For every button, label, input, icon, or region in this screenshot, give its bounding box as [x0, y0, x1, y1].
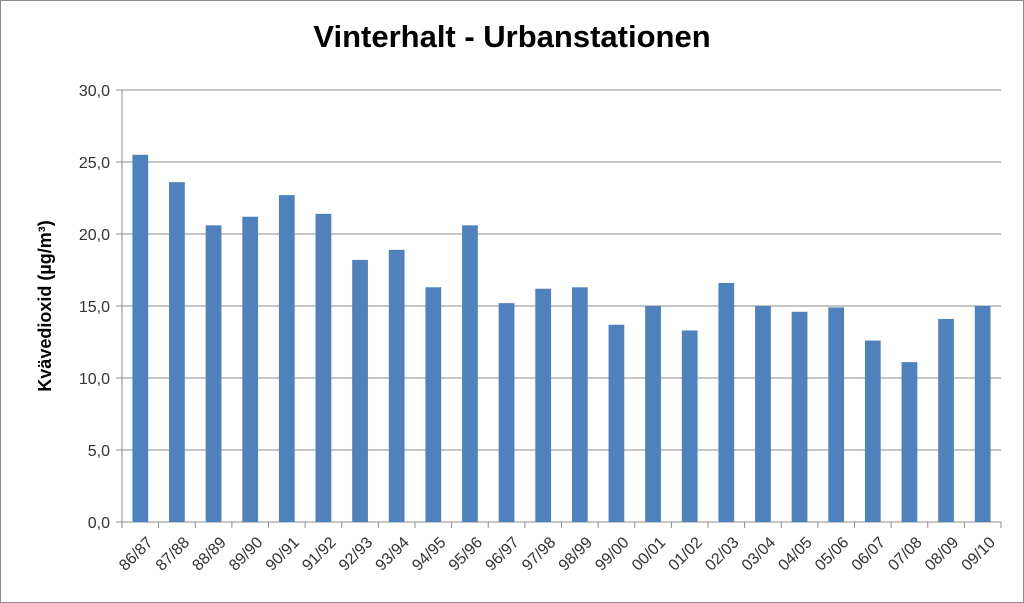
bar [938, 318, 954, 522]
bar [681, 330, 698, 522]
x-tick-label: 06/07 [849, 534, 889, 574]
bar [352, 259, 368, 522]
chart-title: Vinterhalt - Urbanstationen [313, 19, 711, 54]
x-tick-label: 89/90 [226, 534, 266, 574]
x-tick-label: 94/95 [409, 534, 449, 574]
x-tick-label: 87/88 [153, 534, 193, 574]
bar [828, 307, 845, 522]
bar [315, 213, 332, 522]
gridlines [122, 89, 1001, 451]
y-tick-labels: 0,0 5,0 10,0 15,0 20,0 25,0 30,0 [79, 83, 110, 532]
bar [901, 362, 918, 522]
x-tick-label: 01/02 [666, 534, 706, 574]
y-tick-label: 5,0 [88, 443, 110, 460]
y-axis-label: Kvävedioxid (µg/m³) [35, 220, 55, 391]
bar [791, 311, 808, 522]
bar [278, 195, 295, 522]
x-tick-label: 88/89 [189, 534, 229, 574]
y-tick-label: 10,0 [79, 371, 110, 388]
x-tick-label: 99/00 [592, 534, 632, 574]
bar [388, 249, 405, 522]
x-tick-label: 05/06 [812, 534, 852, 574]
x-tick-label: 04/05 [775, 534, 815, 574]
y-tick-label: 30,0 [79, 83, 110, 100]
x-tick-label: 92/93 [336, 534, 376, 574]
y-tick-label: 15,0 [79, 299, 110, 316]
x-tick-label: 93/94 [373, 534, 413, 574]
x-tick-label: 91/92 [299, 534, 339, 574]
x-tick-label: 97/98 [519, 534, 559, 574]
x-tick-label: 09/10 [959, 534, 999, 574]
axes [116, 89, 1002, 528]
bar [242, 216, 259, 522]
x-tick-label: 03/04 [739, 534, 779, 574]
x-tick-label: 95/96 [446, 534, 486, 574]
x-tick-label: 02/03 [702, 534, 742, 574]
bar [608, 324, 625, 522]
bar [425, 287, 442, 522]
y-tick-label: 20,0 [79, 227, 110, 244]
bar [132, 154, 149, 523]
bar [535, 288, 552, 522]
bar [974, 306, 991, 522]
bar [462, 225, 478, 523]
bar [498, 303, 515, 522]
bar [718, 282, 735, 522]
bar [755, 306, 771, 522]
bar [169, 182, 185, 522]
bar [864, 340, 881, 522]
x-tick-label: 90/91 [263, 534, 303, 574]
bars [132, 154, 991, 523]
x-tick-label: 86/87 [116, 534, 156, 574]
x-tick-label: 98/99 [556, 534, 596, 574]
bar [205, 225, 222, 523]
y-tick-label: 0,0 [88, 515, 110, 532]
y-tick-label: 25,0 [79, 155, 110, 172]
bar [571, 287, 588, 522]
x-tick-label: 08/09 [922, 534, 962, 574]
x-tick-labels: 86/8787/8888/8989/9090/9191/9292/9393/94… [116, 534, 999, 574]
x-tick-label: 07/08 [885, 534, 925, 574]
x-tick-label: 00/01 [629, 534, 669, 574]
bar [645, 306, 661, 522]
x-tick-label: 96/97 [482, 534, 522, 574]
